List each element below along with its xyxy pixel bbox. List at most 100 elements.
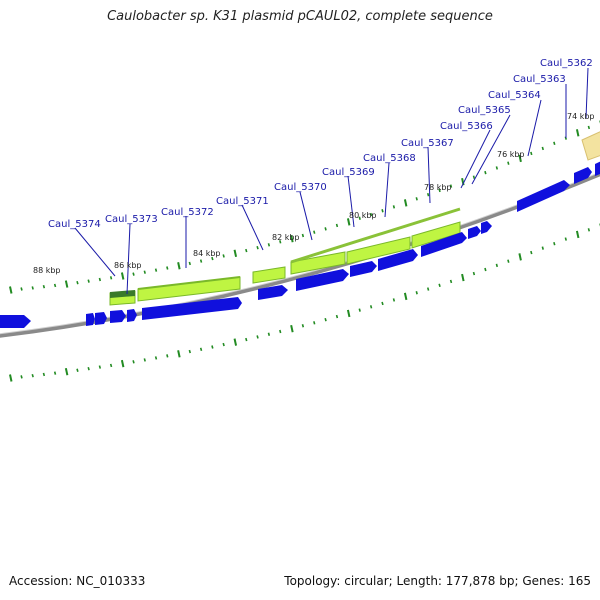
ruler-minor-tick (267, 332, 271, 336)
gene-arrow (378, 249, 418, 271)
ruler-minor-tick (415, 197, 418, 201)
ruler-minor-tick (335, 314, 339, 319)
ruler-minor-tick (20, 375, 23, 379)
leader-line (241, 204, 264, 251)
gene-label: Caul_5364 (488, 90, 541, 101)
ruler-minor-tick (313, 321, 316, 325)
ruler-major-tick (518, 253, 522, 261)
ruler-major-tick (64, 368, 69, 376)
ruler-major-tick (518, 154, 522, 163)
gene-arrow (86, 313, 95, 326)
gene-arrow (595, 161, 600, 176)
tick-label: 88 kbp (33, 266, 61, 275)
gene-track (0, 161, 600, 328)
tick-label: 84 kbp (193, 249, 221, 258)
ruler-minor-tick (222, 254, 225, 258)
ruler-minor-tick (587, 228, 591, 232)
leader-line (427, 146, 431, 204)
gene-label: Caul_5371 (216, 196, 269, 207)
ruler-minor-tick (530, 250, 533, 255)
ruler-minor-tick (553, 141, 556, 146)
ruler-minor-tick (222, 342, 225, 347)
ruler-minor-tick (301, 233, 305, 238)
ruler-minor-tick (369, 305, 373, 309)
ruler-minor-tick (541, 146, 544, 151)
ruler-major-tick (9, 374, 13, 382)
ruler-minor-tick (42, 285, 46, 289)
leader-line (460, 129, 491, 189)
ruler-minor-tick (541, 246, 544, 250)
feature-bar (252, 266, 286, 284)
ruler-minor-tick (20, 287, 23, 291)
ruler-minor-tick (587, 125, 591, 130)
ruler-minor-tick (211, 256, 214, 261)
tick-label: 80 kbp (349, 211, 377, 220)
leader-line (74, 227, 116, 277)
ruler-minor-tick (53, 283, 57, 288)
feature-bar (290, 251, 346, 275)
ruler-major-tick (575, 230, 580, 239)
feature-bar (346, 236, 411, 265)
gene-arrow (95, 312, 107, 325)
ruler-major-tick (120, 272, 125, 280)
gene-label: Caul_5369 (322, 167, 375, 178)
feature-track (109, 207, 461, 306)
ruler-minor-tick (279, 240, 282, 244)
feature-bar-top (290, 207, 461, 264)
ruler-minor-tick (132, 360, 135, 364)
ruler-minor-tick (188, 261, 191, 266)
ruler-minor-tick (87, 366, 90, 371)
ruler-major-tick (290, 234, 294, 243)
ruler-minor-tick (495, 166, 499, 170)
ruler-minor-tick (109, 363, 113, 368)
gene-label: Caul_5372 (161, 207, 214, 218)
gene-label: Caul_5363 (513, 74, 566, 85)
ruler-minor-tick (324, 318, 327, 322)
gene-label: Caul_5373 (105, 214, 158, 225)
gene-arrow (517, 180, 570, 212)
ruler-minor-tick (449, 279, 453, 284)
gene-arrow (110, 310, 126, 323)
feature-bar-top (137, 276, 241, 290)
leader-line (384, 162, 390, 218)
ruler-minor-tick (438, 283, 441, 287)
ruler-minor-tick (154, 356, 158, 360)
ruler-minor-tick (42, 372, 46, 377)
gene-label: Caul_5374 (48, 219, 101, 230)
ruler-minor-tick (415, 291, 418, 295)
ruler-major-tick (233, 338, 238, 346)
gene-label: Caul_5366 (440, 121, 493, 132)
ruler-minor-tick (392, 205, 396, 209)
ruler-minor-tick (301, 324, 305, 328)
gene-label: Caul_5368 (363, 153, 416, 164)
ruler-minor-tick (211, 345, 214, 349)
ruler-minor-tick (199, 347, 203, 352)
ruler-minor-tick (449, 184, 453, 188)
ruler-major-tick (64, 280, 69, 288)
leader-line (527, 99, 542, 157)
ruler-minor-tick (426, 287, 430, 291)
ruler-minor-tick (109, 276, 113, 280)
gene-label: Caul_5370 (274, 182, 327, 193)
ruler-minor-tick (132, 272, 135, 276)
ruler-minor-tick (166, 266, 169, 270)
gene-arrow (127, 309, 137, 322)
gene-arrow (0, 315, 31, 328)
ruler-minor-tick (31, 373, 34, 378)
ruler-major-tick (403, 292, 408, 301)
ruler-minor-tick (381, 209, 384, 213)
ruler-minor-tick (335, 223, 339, 228)
ruler-major-tick (461, 273, 465, 282)
ruler-major-tick (177, 262, 181, 270)
ruler-minor-tick (279, 329, 282, 334)
plasmid-backbone (0, 171, 600, 338)
ruler-minor-tick (256, 246, 259, 250)
ruler-minor-tick (553, 241, 556, 246)
ruler-minor-tick (472, 175, 476, 179)
tick-label: 82 kbp (272, 233, 300, 242)
gene-leaders (74, 67, 589, 295)
accession-text: Accession: NC_010333 (9, 574, 146, 588)
ruler-minor-tick (154, 268, 158, 272)
ruler-outer (9, 120, 600, 294)
gene-arrow (142, 297, 242, 320)
